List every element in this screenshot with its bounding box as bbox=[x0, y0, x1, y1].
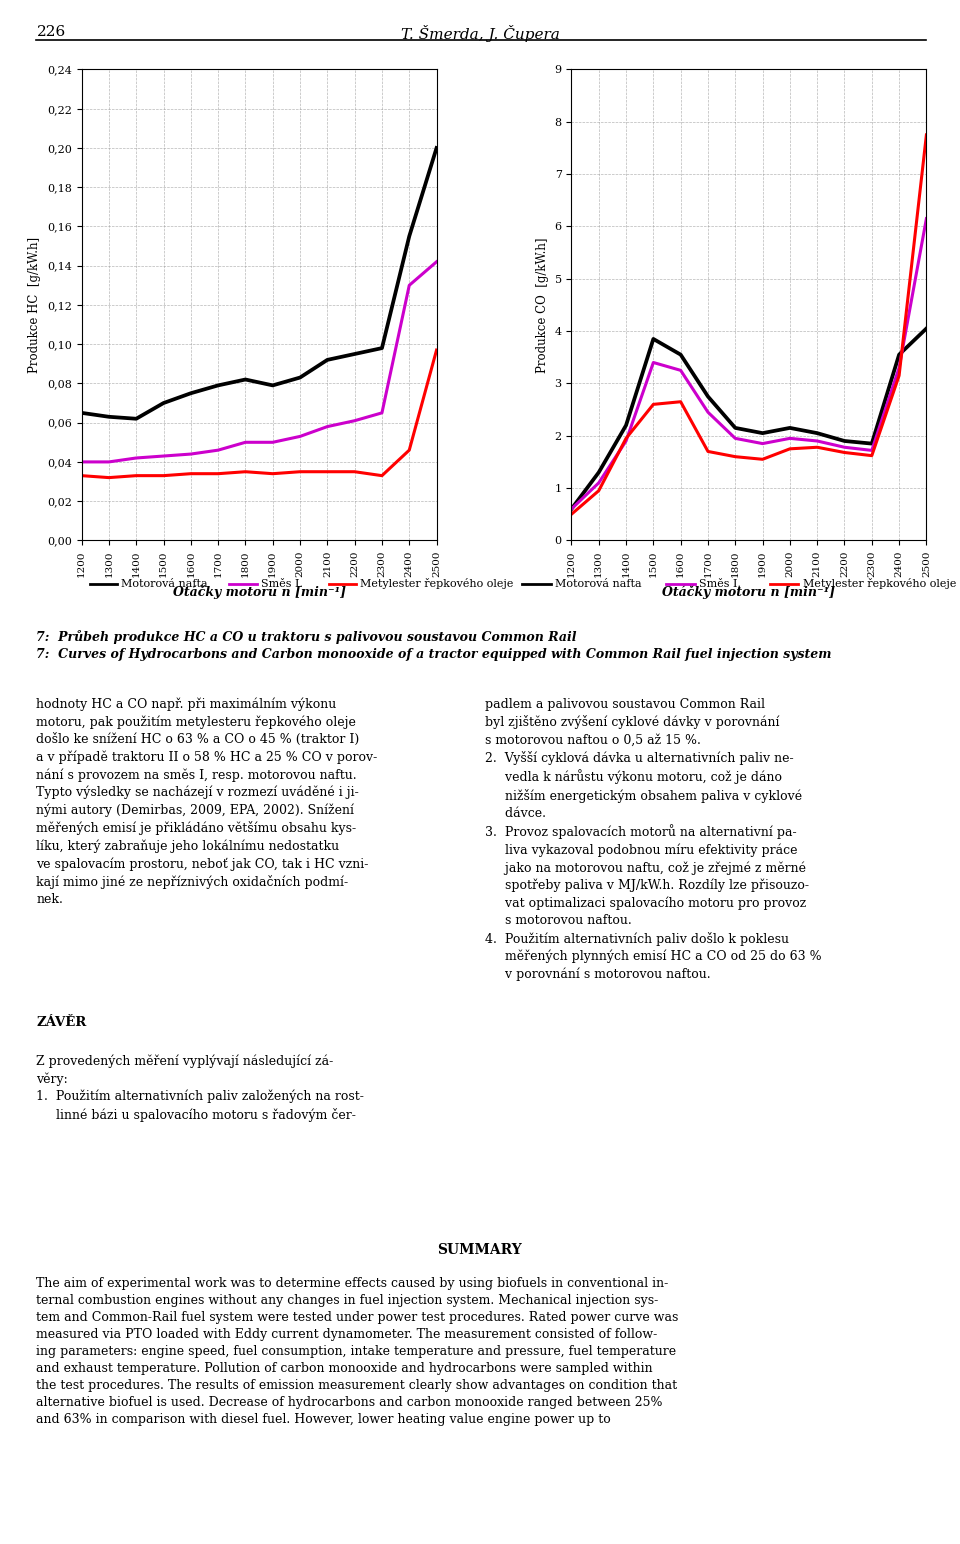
Text: SUMMARY: SUMMARY bbox=[438, 1243, 522, 1257]
Y-axis label: Produkce CO  [g/kW.h]: Produkce CO [g/kW.h] bbox=[536, 238, 549, 372]
X-axis label: Otáčky motoru n [min⁻¹]: Otáčky motoru n [min⁻¹] bbox=[173, 585, 346, 599]
Text: 7:  Průbeh produkce HC a CO u traktoru s palivovou soustavou Common Rail: 7: Průbeh produkce HC a CO u traktoru s … bbox=[36, 630, 577, 644]
Text: The aim of experimental work was to determine effects caused by using biofuels i: The aim of experimental work was to dete… bbox=[36, 1277, 679, 1427]
Text: ZÁVĚR: ZÁVĚR bbox=[36, 1016, 86, 1028]
X-axis label: Otáčky motoru n [min⁻¹]: Otáčky motoru n [min⁻¹] bbox=[662, 585, 835, 599]
Text: 226: 226 bbox=[36, 25, 65, 39]
Text: hodnoty HC a CO např. při maximálním výkonu
motoru, pak použitím metylesteru řep: hodnoty HC a CO např. při maximálním výk… bbox=[36, 698, 377, 906]
Text: Z provedených měření vyplývají následující zá-
věry:
1.  Použitím alternativních: Z provedených měření vyplývají následují… bbox=[36, 1055, 365, 1122]
Text: Metylester řepkového oleje: Metylester řepkového oleje bbox=[803, 577, 956, 590]
Text: Směs I.: Směs I. bbox=[700, 579, 741, 588]
Text: T. Šmerda, J. Čupera: T. Šmerda, J. Čupera bbox=[400, 25, 560, 42]
Y-axis label: Produkce HC  [g/kW.h]: Produkce HC [g/kW.h] bbox=[29, 236, 41, 374]
Text: Motorová nafta: Motorová nafta bbox=[121, 579, 208, 588]
Text: Metylester řepkového oleje: Metylester řepkového oleje bbox=[360, 577, 514, 590]
Text: Směs I.: Směs I. bbox=[261, 579, 303, 588]
Text: Motorová nafta: Motorová nafta bbox=[555, 579, 641, 588]
Text: 7:  Curves of Hydrocarbons and Carbon monooxide of a tractor equipped with Commo: 7: Curves of Hydrocarbons and Carbon mon… bbox=[36, 648, 832, 661]
Text: padlem a palivovou soustavou Common Rail
byl zjištěno zvýšení cyklové dávky v po: padlem a palivovou soustavou Common Rail… bbox=[485, 698, 822, 980]
